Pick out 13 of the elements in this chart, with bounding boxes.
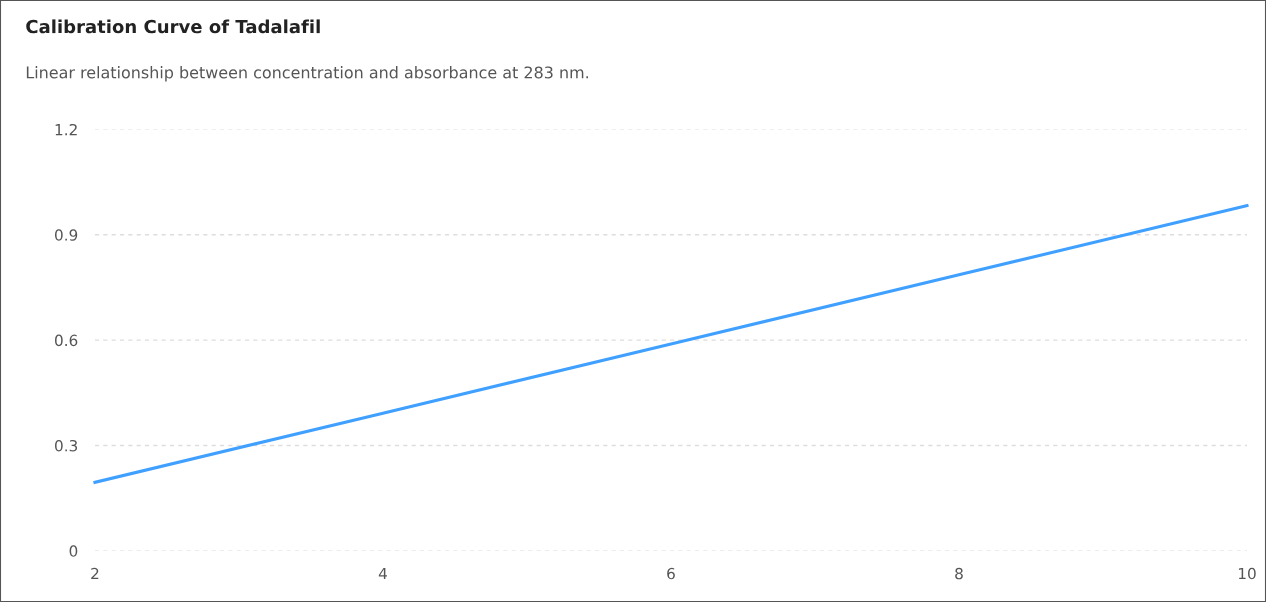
line-series	[93, 204, 1249, 484]
y-tick-label: 1.2	[55, 123, 77, 136]
x-tick-label: 6	[667, 567, 675, 580]
y-tick-label: 0.9	[54, 229, 78, 241]
x-tick-label: 4	[378, 567, 387, 580]
x-tick-label: 2	[91, 567, 99, 580]
chart-subtitle: Linear relationship between concentration and absorbance at 283 nm.	[26, 66, 589, 82]
x-tick-label: 10	[1238, 567, 1256, 580]
y-tick-label: 0	[69, 545, 78, 557]
chart-title: Calibration Curve of Tadalafil	[26, 19, 320, 34]
y-tick-label: 0.6	[54, 334, 78, 347]
x-tick-label: 8	[955, 567, 963, 580]
y-tick-label: 0.3	[54, 439, 78, 452]
